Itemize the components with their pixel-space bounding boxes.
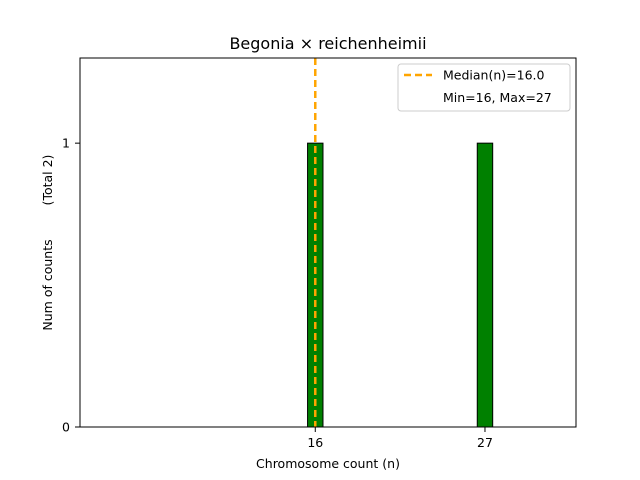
legend-range-label: Min=16, Max=27 bbox=[443, 90, 552, 105]
plot-frame bbox=[79, 57, 577, 428]
bars bbox=[103, 142, 549, 428]
bar bbox=[476, 142, 494, 428]
legend: Median(n)=16.0 Min=16, Max=27 bbox=[397, 63, 571, 112]
x-axis-label: Chromosome count (n) bbox=[256, 456, 400, 471]
y-tick-label: 0 bbox=[62, 420, 70, 435]
x-tick-label: 27 bbox=[477, 435, 493, 450]
y-tick-label: 1 bbox=[62, 136, 70, 151]
x-tick-label: 16 bbox=[307, 435, 323, 450]
y-axis-total-label: (Total 2) bbox=[40, 155, 55, 206]
x-ticks: 16 27 bbox=[307, 427, 493, 450]
y-ticks: 01 bbox=[62, 136, 80, 435]
y-axis-label: Num of counts bbox=[40, 239, 55, 330]
legend-median-label: Median(n)=16.0 bbox=[443, 68, 544, 83]
legend-box bbox=[397, 63, 571, 112]
chart-title: Begonia × reichenheimii bbox=[229, 34, 426, 53]
